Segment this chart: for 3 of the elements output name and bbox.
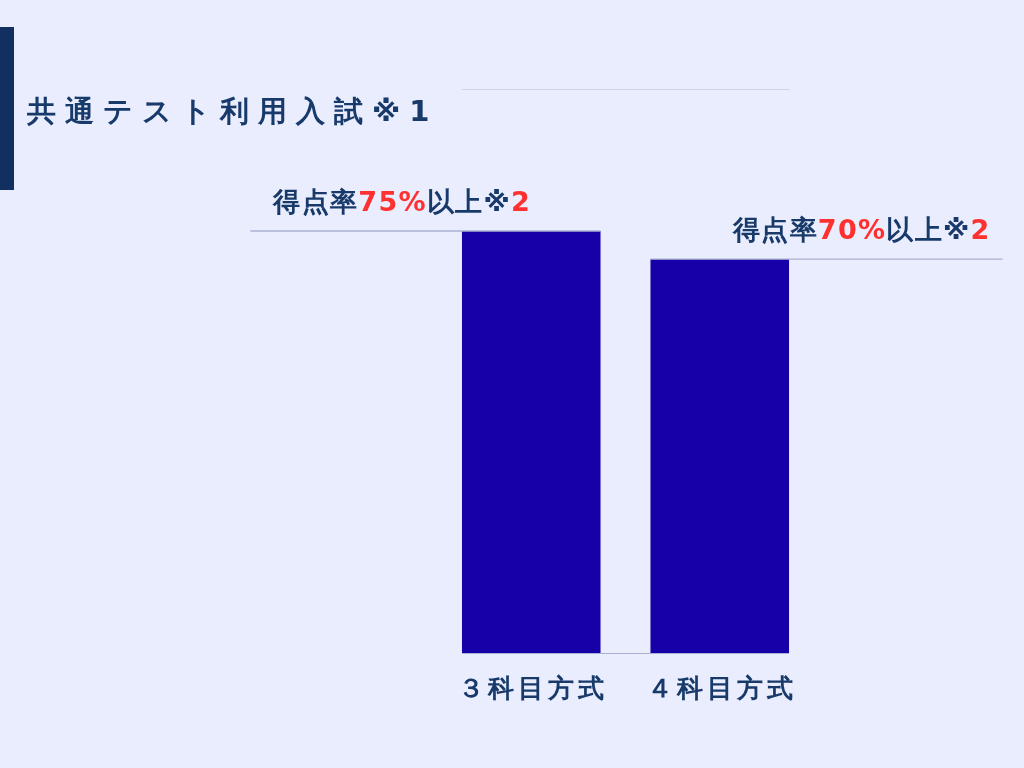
data-label: 得点率75%以上※2 xyxy=(272,186,532,217)
data-label: 得点率70%以上※2 xyxy=(731,214,991,246)
title: 共通テスト利用入試※1 xyxy=(27,94,439,128)
